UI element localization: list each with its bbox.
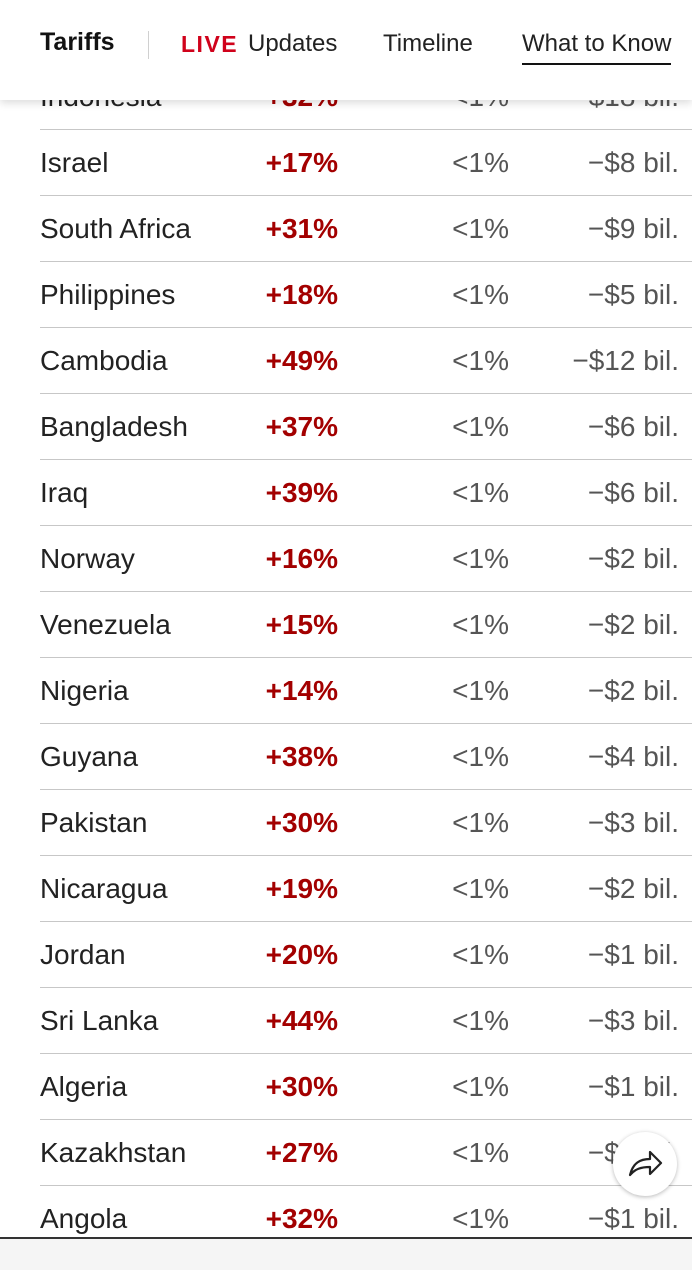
country-cell: Nigeria	[40, 675, 129, 706]
country-cell: Iraq	[40, 477, 89, 508]
table-row: Israel +17% <1% −$8 bil.	[40, 130, 692, 196]
share-cell: <1%	[452, 1137, 509, 1168]
country-cell: Philippines	[40, 279, 176, 310]
share-cell: <1%	[452, 609, 509, 640]
table-row: Nigeria +14% <1% −$2 bil.	[40, 658, 692, 724]
table-row: Guyana +38% <1% −$4 bil.	[40, 724, 692, 790]
share-cell: <1%	[452, 543, 509, 574]
value-cell: −$3 bil.	[587, 1005, 679, 1036]
country-cell: Pakistan	[40, 807, 148, 838]
tariff-rate-cell: +19%	[265, 873, 338, 904]
table-row: Pakistan +30% <1% −$3 bil.	[40, 790, 692, 856]
table-row: Bangladesh +37% <1% −$6 bil.	[40, 394, 692, 460]
share-cell: <1%	[452, 741, 509, 772]
tariff-rate-cell: +30%	[265, 807, 338, 838]
tariff-rate-cell: +32%	[265, 1203, 338, 1234]
value-cell: −$9 bil.	[587, 213, 679, 244]
share-cell: <1%	[452, 807, 509, 838]
country-cell: Israel	[40, 147, 109, 178]
country-cell: Bangladesh	[40, 411, 188, 442]
tariff-rate-cell: +38%	[265, 741, 338, 772]
value-cell: −$6 bil.	[587, 411, 679, 442]
tariff-rate-cell: +30%	[265, 1071, 338, 1102]
share-cell: <1%	[452, 1203, 509, 1234]
share-cell: <1%	[452, 675, 509, 706]
nav-link-timeline[interactable]: Timeline	[383, 30, 473, 57]
share-cell: <1%	[452, 213, 509, 244]
share-cell: <1%	[452, 873, 509, 904]
value-cell: −$2 bil.	[587, 873, 679, 904]
table-row: Algeria +30% <1% −$1 bil.	[40, 1054, 692, 1120]
value-cell: −$3 bil.	[587, 807, 679, 838]
table-row: Cambodia +49% <1% −$12 bil.	[40, 328, 692, 394]
table-row: Philippines +18% <1% −$5 bil.	[40, 262, 692, 328]
tariff-rate-cell: +20%	[265, 939, 338, 970]
value-cell: −$5 bil.	[587, 279, 679, 310]
tariff-rate-cell: +14%	[265, 675, 338, 706]
country-cell: Algeria	[40, 1071, 128, 1102]
top-nav-bar: Tariffs LIVE Updates Timeline What to Kn…	[0, 0, 692, 100]
share-cell: <1%	[452, 411, 509, 442]
table-row: Nicaragua +19% <1% −$2 bil.	[40, 856, 692, 922]
nav-link-what-to-know[interactable]: What to Know	[522, 30, 672, 65]
tariff-rate-cell: +37%	[265, 411, 338, 442]
table-row: Iraq +39% <1% −$6 bil.	[40, 460, 692, 526]
tariff-rate-cell: +17%	[265, 147, 338, 178]
live-badge[interactable]: LIVE	[181, 31, 239, 57]
table-row: Venezuela +15% <1% −$2 bil.	[40, 592, 692, 658]
value-cell: −$12 bil.	[572, 345, 679, 376]
share-arrow-icon	[628, 1150, 663, 1177]
country-cell: Guyana	[40, 741, 139, 772]
nav-link-updates[interactable]: Updates	[248, 30, 338, 57]
country-cell: Sri Lanka	[40, 1005, 159, 1036]
share-cell: <1%	[452, 1005, 509, 1036]
value-cell: −$1 bil.	[587, 1203, 679, 1234]
tariff-rate-cell: +31%	[265, 213, 338, 244]
table-row: Norway +16% <1% −$2 bil.	[40, 526, 692, 592]
value-cell: −$2 bil.	[587, 609, 679, 640]
country-cell: Norway	[40, 543, 135, 574]
tariff-rate-cell: +49%	[265, 345, 338, 376]
table-body: Indonesia +32% <1% −$18 bil. Israel+17%<…	[40, 64, 692, 1238]
value-cell: −$1 bil.	[587, 939, 679, 970]
nav-title-tariffs[interactable]: Tariffs	[40, 28, 115, 56]
share-cell: <1%	[452, 345, 509, 376]
value-cell: −$1 bil.	[587, 1071, 679, 1102]
country-cell: Jordan	[40, 939, 126, 970]
table-row: Sri Lanka +44% <1% −$3 bil.	[40, 988, 692, 1054]
value-cell: −$8 bil.	[587, 147, 679, 178]
country-cell: Kazakhstan	[40, 1137, 187, 1168]
table-row: South Africa +31% <1% −$9 bil.	[40, 196, 692, 262]
country-cell: South Africa	[40, 213, 191, 244]
share-cell: <1%	[452, 939, 509, 970]
tariff-table: Indonesia +32% <1% −$18 bil. Israel+17%<…	[40, 64, 692, 1238]
share-cell: <1%	[452, 279, 509, 310]
country-cell: Cambodia	[40, 345, 168, 376]
value-cell: −$2 bil.	[587, 675, 679, 706]
tariff-rate-cell: +16%	[265, 543, 338, 574]
share-cell: <1%	[452, 147, 509, 178]
tariff-rate-cell: +18%	[265, 279, 338, 310]
tariff-rate-cell: +15%	[265, 609, 338, 640]
tariff-rate-cell: +27%	[265, 1137, 338, 1168]
country-cell: Venezuela	[40, 609, 171, 640]
value-cell: −$6 bil.	[587, 477, 679, 508]
share-cell: <1%	[452, 1071, 509, 1102]
share-button[interactable]	[613, 1132, 677, 1196]
table-row: Kazakhstan+27%<1%−$1 bil.	[40, 1120, 692, 1186]
country-cell: Nicaragua	[40, 873, 168, 904]
tariff-rate-cell: +39%	[265, 477, 338, 508]
country-cell: Angola	[40, 1203, 128, 1234]
table-row: Jordan +20% <1% −$1 bil.	[40, 922, 692, 988]
share-cell: <1%	[452, 477, 509, 508]
value-cell: −$4 bil.	[587, 741, 679, 772]
bottom-bar	[0, 1237, 692, 1270]
table-row: Angola +32% <1% −$1 bil.	[40, 1186, 692, 1238]
nav-divider	[148, 31, 149, 59]
value-cell: −$2 bil.	[587, 543, 679, 574]
tariff-rate-cell: +44%	[265, 1005, 338, 1036]
